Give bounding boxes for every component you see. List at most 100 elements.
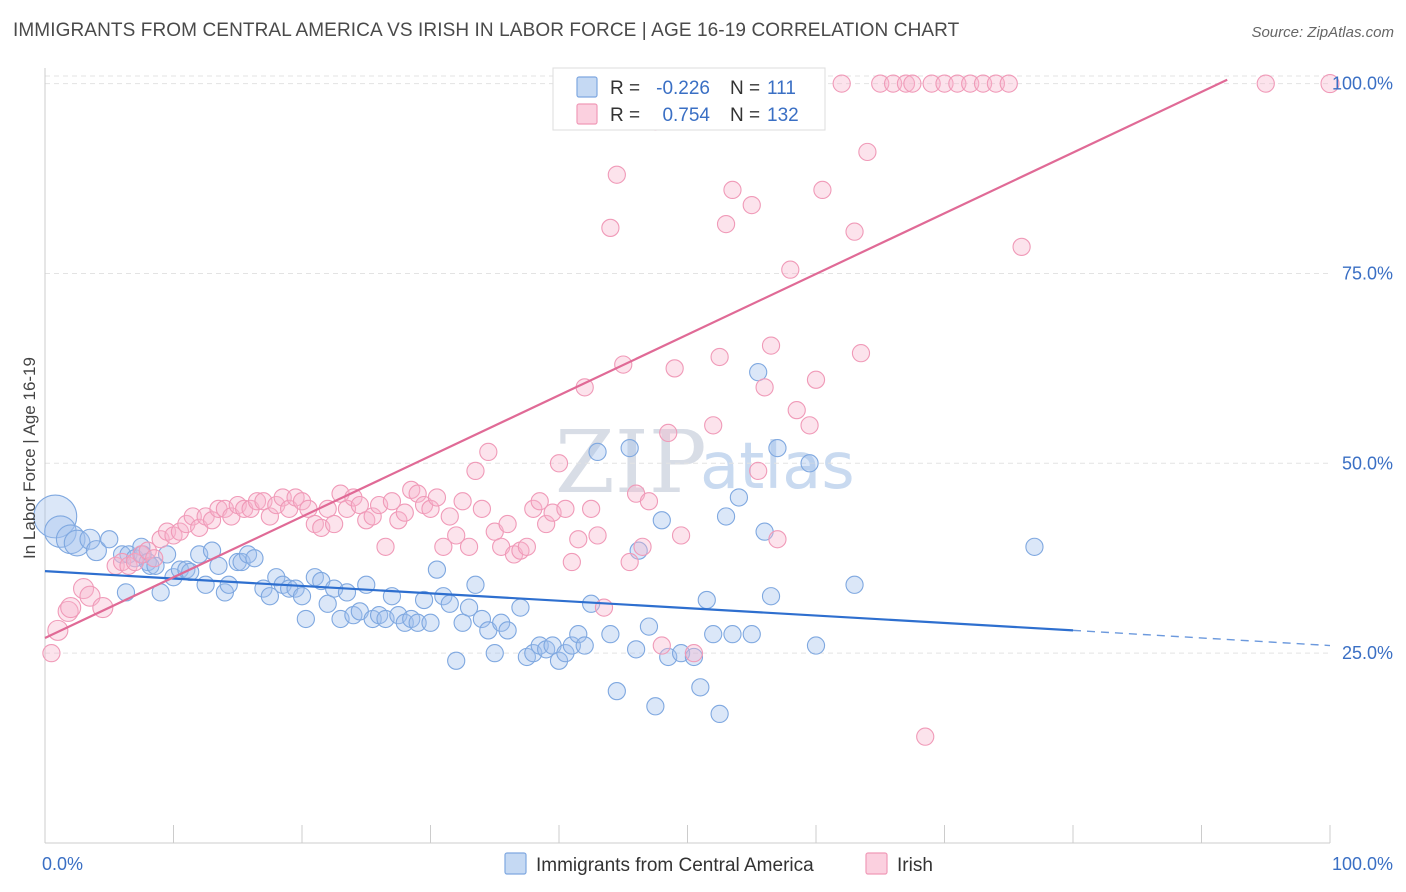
point-irish-129: [999, 74, 1018, 93]
point-irish-126: [961, 74, 980, 93]
point-irish-87: [620, 552, 639, 572]
legend-r-value-0: -0.226: [656, 78, 710, 99]
point-irish-128: [986, 74, 1006, 93]
series-legend-swatch-irish: [865, 852, 888, 875]
point-central-america-102: [749, 363, 768, 382]
point-central-america-95: [697, 590, 716, 610]
series-legend: Immigrants from Central America Irish: [504, 852, 933, 876]
legend-r-label-1: R =: [610, 105, 640, 126]
point-irish-111: [800, 416, 819, 435]
point-irish-89: [633, 537, 652, 556]
point-irish-45: [350, 495, 369, 515]
point-irish-117: [858, 142, 877, 162]
point-central-america-98: [716, 507, 736, 526]
point-central-america-79: [569, 625, 588, 644]
watermark-atlas: atlas: [700, 430, 855, 504]
series-legend-label-irish: Irish: [897, 855, 933, 876]
point-irish-90: [639, 492, 659, 511]
y-tick-label-75: 75.0%: [1342, 263, 1393, 283]
point-irish-100: [710, 347, 729, 367]
point-central-america-60: [440, 594, 459, 613]
point-irish-124: [935, 74, 954, 93]
point-irish-131: [1256, 74, 1275, 93]
point-irish-93: [659, 423, 678, 443]
point-irish-61: [453, 492, 472, 511]
point-irish-49: [376, 537, 395, 556]
legend-r-value-1: 0.754: [662, 105, 710, 126]
point-central-america-62: [453, 613, 472, 632]
point-central-america-4: [79, 528, 101, 550]
point-irish-77: [556, 499, 575, 518]
point-central-america-1: [44, 515, 77, 548]
point-irish-65: [479, 442, 498, 462]
point-central-america-69: [498, 621, 517, 640]
point-irish-115: [845, 222, 864, 241]
point-irish-79: [569, 530, 588, 549]
trend-lines: [44, 78, 1331, 647]
point-irish-118: [871, 74, 890, 93]
point-central-america-70: [511, 598, 530, 617]
point-irish-112: [806, 370, 826, 389]
point-irish-82: [588, 526, 607, 545]
point-irish-59: [440, 507, 459, 526]
point-irish-56: [421, 499, 440, 518]
point-irish-47: [363, 507, 382, 526]
point-irish-85: [607, 165, 626, 184]
point-central-america-67: [485, 644, 504, 663]
axes: [44, 68, 1331, 844]
point-irish-1: [47, 619, 69, 641]
point-irish-3: [60, 597, 82, 619]
point-irish-78: [562, 552, 581, 572]
point-central-america-65: [472, 609, 492, 629]
point-central-america-57: [421, 613, 440, 632]
point-central-america-5: [85, 540, 107, 562]
point-irish-71: [517, 537, 536, 556]
point-irish-68: [498, 514, 517, 534]
series-legend-swatch-central-america: [504, 852, 527, 875]
point-irish-57: [427, 488, 447, 507]
point-central-america-104: [761, 587, 781, 606]
point-central-america-101: [742, 625, 761, 644]
point-central-america-2: [55, 524, 86, 555]
point-irish-12: [138, 541, 157, 560]
point-central-america-6: [100, 530, 119, 549]
point-irish-62: [459, 537, 479, 556]
x-tick-label-max: 100.0%: [1332, 854, 1393, 874]
point-irish-104: [749, 461, 768, 481]
point-irish-123: [922, 74, 941, 93]
point-central-america-14: [146, 556, 165, 575]
source-credit: Source: ZipAtlas.com: [1251, 24, 1394, 41]
point-central-america-96: [704, 625, 723, 644]
point-irish-84: [601, 218, 620, 238]
point-central-america-88: [639, 617, 659, 636]
point-central-america-110: [116, 583, 136, 602]
point-central-america-100: [729, 488, 749, 507]
point-irish-109: [787, 401, 806, 420]
legend-n-value-0: 111: [767, 78, 796, 99]
chart-title: IMMIGRANTS FROM CENTRAL AMERICA VS IRISH…: [13, 20, 960, 41]
point-central-america-107: [806, 636, 826, 655]
legend-n-value-1: 132: [767, 105, 799, 126]
point-central-america-83: [601, 625, 620, 644]
point-irish-19: [183, 507, 202, 526]
data-points: [33, 74, 1340, 746]
point-irish-0: [42, 644, 61, 663]
series-legend-label-central-america: Immigrants from Central America: [536, 855, 814, 876]
point-irish-37: [299, 499, 318, 518]
point-irish-125: [948, 74, 967, 93]
point-irish-52: [395, 503, 414, 522]
trend-line-irish: [44, 78, 1228, 639]
y-axis-title: In Labor Force | Age 16-19: [20, 357, 39, 559]
point-central-america-105: [768, 438, 787, 458]
point-central-america-80: [575, 636, 594, 655]
legend-box: [552, 67, 826, 131]
point-irish-33: [273, 488, 292, 507]
point-irish-2: [57, 600, 79, 622]
point-central-america-41: [318, 594, 337, 613]
point-irish-130: [1012, 237, 1031, 256]
point-central-america-37: [292, 587, 312, 606]
point-central-america-109: [1025, 537, 1044, 556]
y-tick-label-25: 25.0%: [1342, 643, 1393, 663]
point-irish-127: [973, 74, 993, 93]
point-irish-101: [716, 214, 736, 234]
